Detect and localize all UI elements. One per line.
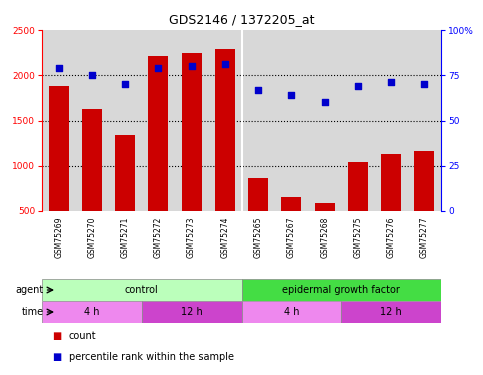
Point (321, 99, 328, 105)
Bar (381, 154, 401, 211)
Point (88, 72, 96, 78)
Text: GSM75272: GSM75272 (154, 216, 163, 258)
Text: GSM75265: GSM75265 (254, 216, 263, 258)
Bar (49, 86, 69, 211)
Point (354, 83, 362, 89)
Bar (42, 279, 242, 300)
Text: GSM75270: GSM75270 (87, 216, 97, 258)
Bar (414, 151, 434, 211)
Bar (215, 49, 235, 211)
Bar (314, 203, 335, 211)
Text: GSM75273: GSM75273 (187, 216, 196, 258)
Text: GSM75267: GSM75267 (287, 216, 296, 258)
Text: 4 h: 4 h (284, 307, 299, 317)
Text: GSM75277: GSM75277 (420, 216, 429, 258)
Bar (148, 56, 169, 211)
Text: GSM75276: GSM75276 (386, 216, 396, 258)
Bar (242, 302, 341, 322)
Text: ■: ■ (52, 352, 61, 362)
Bar (282, 196, 301, 211)
Point (55, 65, 62, 71)
Text: control: control (125, 285, 158, 295)
Point (421, 81, 428, 87)
Bar (248, 177, 268, 211)
Text: GSM75275: GSM75275 (354, 216, 362, 258)
Bar (115, 135, 135, 211)
Point (121, 81, 129, 87)
Bar (142, 302, 242, 322)
Text: epidermal growth factor: epidermal growth factor (282, 285, 400, 295)
Bar (341, 302, 441, 322)
Text: GSM75269: GSM75269 (54, 216, 63, 258)
Point (387, 80, 395, 86)
Text: GSM75271: GSM75271 (121, 216, 129, 258)
Text: ■: ■ (52, 331, 61, 341)
Text: 12 h: 12 h (181, 307, 202, 317)
Point (221, 62, 229, 68)
Text: agent: agent (15, 285, 43, 295)
Bar (348, 162, 368, 211)
Text: count: count (69, 331, 96, 341)
Text: GSM75268: GSM75268 (320, 216, 329, 258)
Text: 4 h: 4 h (84, 307, 99, 317)
Point (254, 87, 262, 93)
Text: GDS2146 / 1372205_at: GDS2146 / 1372205_at (169, 13, 314, 26)
Bar (242, 279, 441, 300)
Text: time: time (22, 307, 43, 317)
Bar (42, 302, 142, 322)
Text: 12 h: 12 h (380, 307, 402, 317)
Point (188, 63, 196, 69)
Bar (82, 109, 102, 211)
Point (155, 65, 162, 71)
Bar (182, 53, 201, 211)
Point (287, 92, 295, 98)
Text: GSM75274: GSM75274 (220, 216, 229, 258)
Text: percentile rank within the sample: percentile rank within the sample (69, 352, 234, 362)
